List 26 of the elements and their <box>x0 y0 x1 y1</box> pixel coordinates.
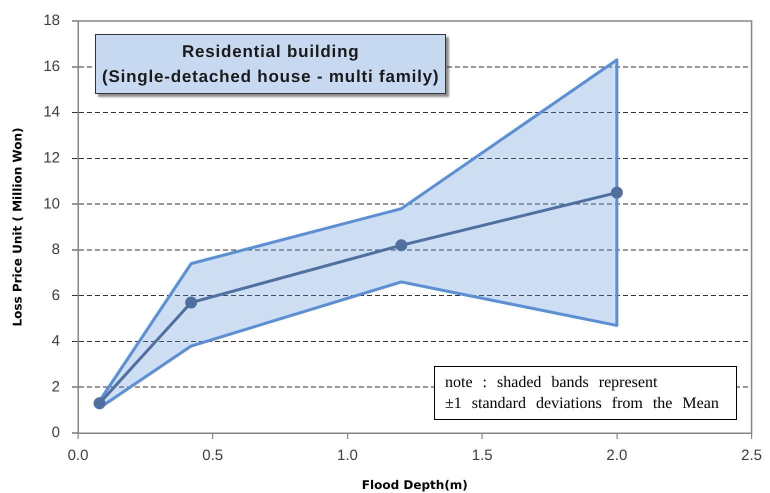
text: (Single-detached house - multi family) <box>102 66 440 88</box>
y-tick-label: 8 <box>52 241 60 258</box>
point <box>610 186 623 199</box>
x-tick-label: 0.5 <box>202 447 224 464</box>
y-tick-label: 12 <box>43 149 60 166</box>
x-tick-label: 2.5 <box>741 447 762 464</box>
point <box>395 239 408 252</box>
x-tick-label: 2.0 <box>606 447 628 464</box>
y-tick-label: 18 <box>43 12 60 30</box>
y-axis-title: Loss Price Unit ( Million Won) <box>10 127 24 327</box>
annotation: ±1 standard deviations from the Mean <box>445 394 720 414</box>
x-tick-label: 0.0 <box>68 447 88 464</box>
y-tick-label: 2 <box>52 378 60 396</box>
y-tick-label: 4 <box>52 332 60 350</box>
annotation: note : shaded bands represent <box>445 373 658 393</box>
text: Residential building <box>180 41 360 63</box>
y-tick-label: 16 <box>43 58 60 75</box>
y-tick-label: 0 <box>52 424 60 442</box>
x-tick-label: 1.0 <box>337 447 358 464</box>
x-axis-title: Flood Depth(m) <box>362 478 468 492</box>
y-tick-label: 14 <box>43 104 60 121</box>
y-tick-label: 10 <box>43 195 60 212</box>
x-tick-label: 1.5 <box>472 447 493 464</box>
point <box>94 397 106 410</box>
point <box>185 296 198 309</box>
y-tick-label: 6 <box>52 286 60 304</box>
